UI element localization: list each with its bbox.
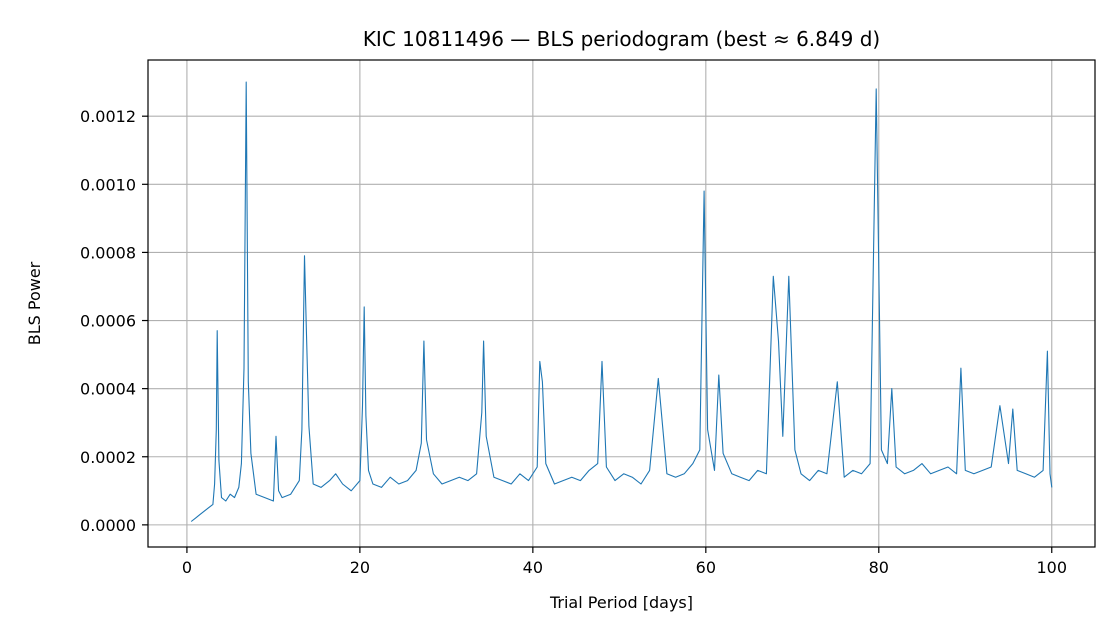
axis-ticks: 0 20 40 60 80 100 0.0000 0.0002 0.0004 0.0006 0.00… (80, 107, 1067, 577)
y-tick-label: 0.0010 (80, 175, 136, 194)
y-tick-label: 0.0004 (80, 380, 136, 399)
series-group (190, 81, 1053, 522)
y-tick-label: 0.0006 (80, 312, 136, 331)
y-axis-label: BLS Power (25, 261, 44, 345)
x-tick-label: 100 (1036, 558, 1067, 577)
y-tick-label: 0.0000 (80, 516, 136, 535)
plot-frame (147, 59, 1096, 548)
y-tick-label: 0.0012 (80, 107, 136, 126)
y-tick-label: 0.0008 (80, 243, 136, 262)
x-tick-label: 20 (350, 558, 370, 577)
x-axis-label: Trial Period [days] (549, 593, 693, 612)
bls-power-series-line (190, 81, 1053, 522)
x-tick-label: 60 (696, 558, 716, 577)
chart-title: KIC 10811496 — BLS periodogram (best ≈ 6… (363, 27, 880, 51)
x-tick-label: 0 (182, 558, 192, 577)
grid (148, 60, 1095, 547)
y-tick-label: 0.0002 (80, 448, 136, 467)
x-tick-label: 40 (523, 558, 543, 577)
x-tick-label: 80 (869, 558, 889, 577)
